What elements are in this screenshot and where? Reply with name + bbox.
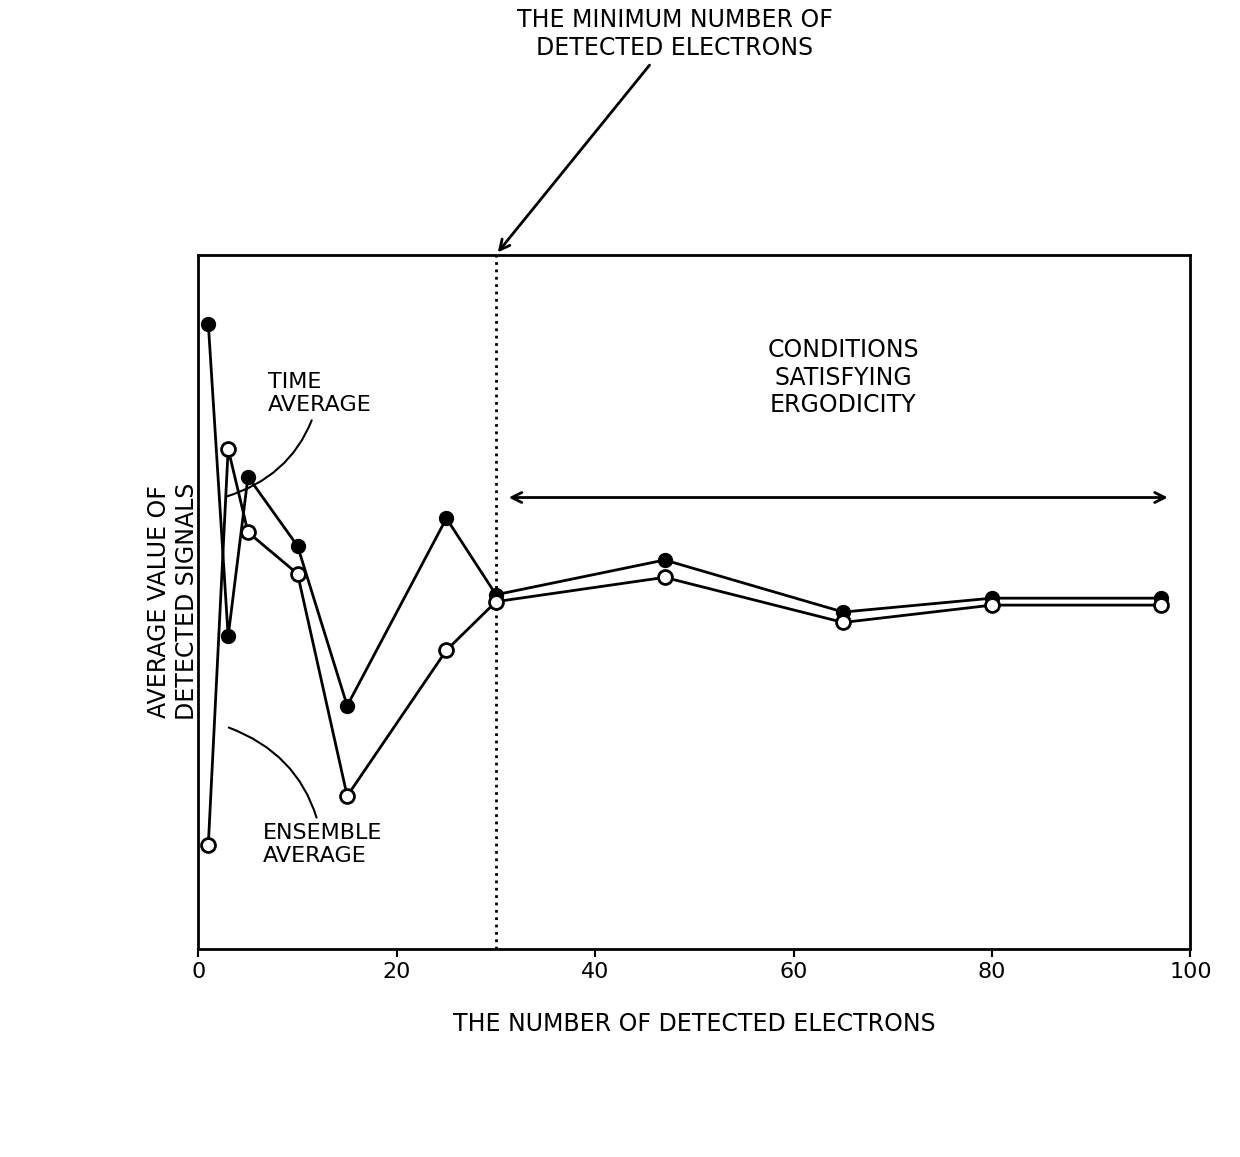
X-axis label: THE NUMBER OF DETECTED ELECTRONS: THE NUMBER OF DETECTED ELECTRONS: [453, 1012, 936, 1037]
Text: CONDITIONS
SATISFYING
ERGODICITY: CONDITIONS SATISFYING ERGODICITY: [768, 338, 919, 418]
Y-axis label: AVERAGE VALUE OF
DETECTED SIGNALS: AVERAGE VALUE OF DETECTED SIGNALS: [148, 482, 200, 721]
Text: THE MINIMUM NUMBER OF
DETECTED ELECTRONS: THE MINIMUM NUMBER OF DETECTED ELECTRONS: [500, 8, 832, 250]
Text: ENSEMBLE
AVERAGE: ENSEMBLE AVERAGE: [229, 728, 382, 867]
Text: TIME
AVERAGE: TIME AVERAGE: [226, 371, 372, 496]
